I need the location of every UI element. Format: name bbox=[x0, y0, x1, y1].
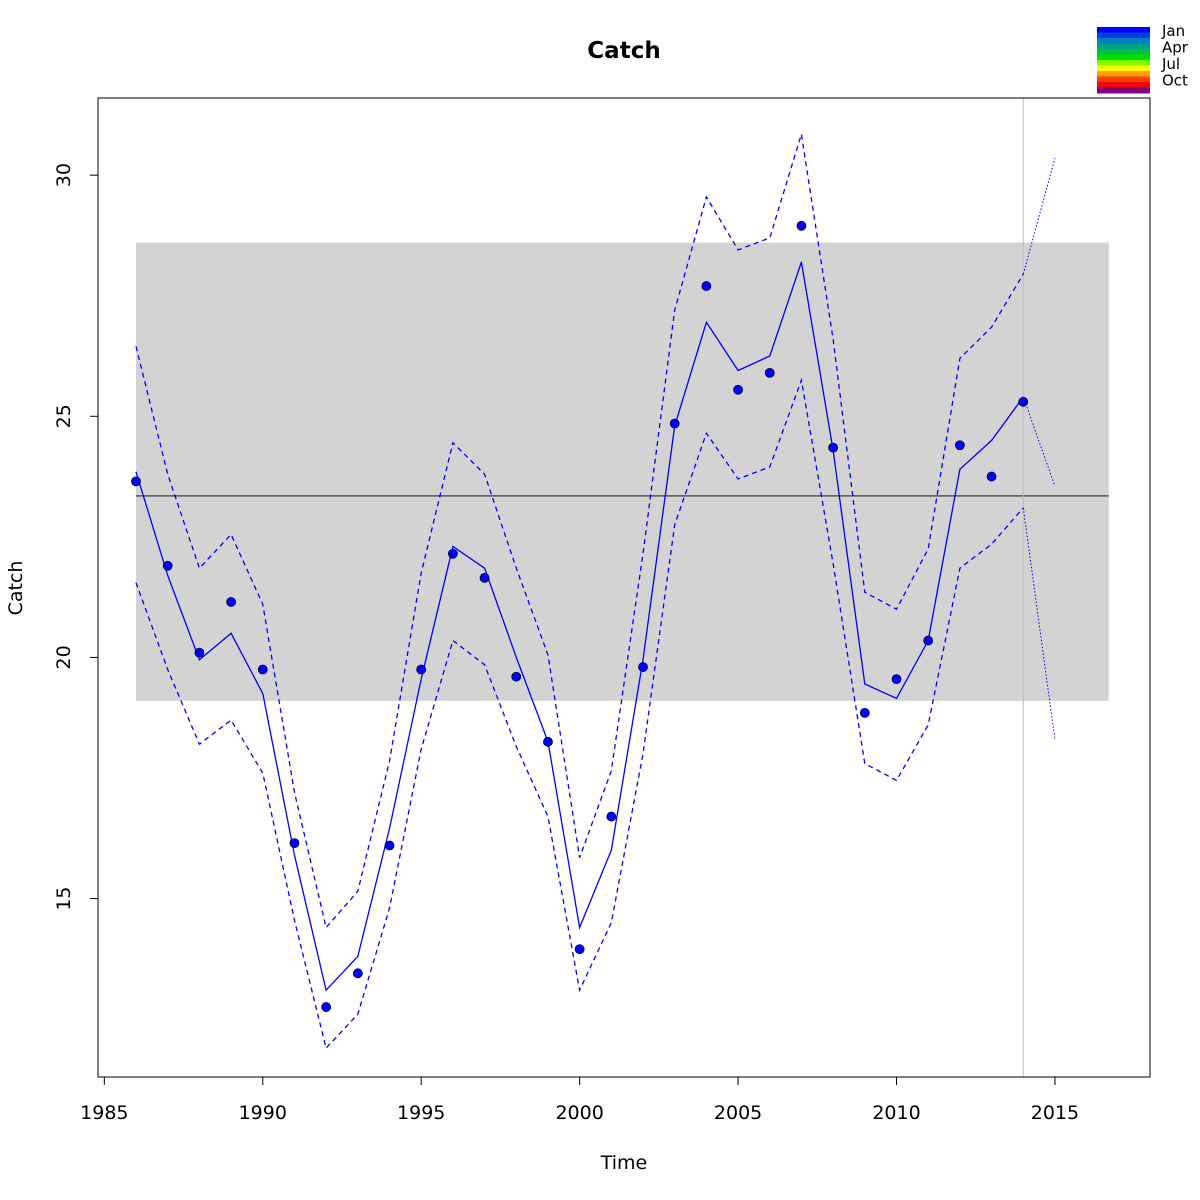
observed-point bbox=[447, 548, 458, 559]
legend-color-swatch bbox=[1097, 54, 1150, 61]
observed-point bbox=[733, 384, 743, 395]
observed-point bbox=[828, 442, 839, 453]
observed-point bbox=[891, 674, 902, 685]
y-tick-label: 15 bbox=[53, 886, 75, 910]
legend-color-swatch bbox=[1097, 87, 1150, 94]
observed-point bbox=[352, 968, 363, 979]
y-axis-title: Catch bbox=[5, 561, 27, 616]
x-axis-title: Time bbox=[600, 1152, 648, 1174]
legend-color-swatch bbox=[1097, 82, 1150, 88]
observed-point bbox=[289, 838, 300, 849]
y-axis: 15 20 25 30 bbox=[53, 163, 99, 911]
observed-point bbox=[923, 635, 934, 646]
x-tick-label: 1995 bbox=[397, 1102, 445, 1124]
x-tick-label: 2005 bbox=[714, 1102, 762, 1124]
legend-color-swatch bbox=[1097, 76, 1150, 83]
observed-point bbox=[701, 281, 712, 291]
legend-color-swatch bbox=[1097, 65, 1150, 72]
observed-point bbox=[954, 440, 965, 451]
legend-label: Apr bbox=[1162, 39, 1189, 57]
legend-color-swatch bbox=[1097, 27, 1150, 33]
observed-point bbox=[574, 944, 585, 955]
reference-band bbox=[136, 242, 1109, 701]
observed-point bbox=[796, 220, 807, 231]
y-tick-label: 25 bbox=[53, 404, 75, 428]
legend-color-swatch bbox=[1097, 60, 1150, 66]
observed-point bbox=[131, 476, 141, 487]
upper_interval-line bbox=[135, 134, 1024, 929]
y-tick-label: 30 bbox=[53, 163, 75, 187]
fitted-line bbox=[135, 261, 1024, 992]
x-axis: 1985 1990 1995 2000 2005 2010 2015 bbox=[80, 1076, 1079, 1124]
observed-point bbox=[859, 707, 870, 718]
x-tick-label: 2000 bbox=[555, 1102, 603, 1124]
observed-point bbox=[257, 664, 268, 675]
forecast-lower-line bbox=[1022, 507, 1056, 740]
observed-point bbox=[479, 572, 490, 583]
observed-point bbox=[511, 671, 522, 682]
legend-label: Oct bbox=[1162, 72, 1188, 90]
chart-title: Catch bbox=[587, 38, 660, 64]
legend-color-swatch bbox=[1097, 71, 1150, 77]
forecast-upper-line bbox=[1022, 158, 1056, 275]
observed-point bbox=[321, 1002, 332, 1012]
x-tick-label: 1990 bbox=[239, 1102, 287, 1124]
observed-point bbox=[1018, 396, 1029, 407]
observed-point bbox=[162, 560, 173, 571]
legend-color-swatch bbox=[1097, 43, 1150, 50]
observed-point bbox=[764, 367, 775, 378]
y-tick-label: 20 bbox=[53, 645, 75, 669]
observed-point bbox=[606, 811, 617, 822]
legend-color-swatch bbox=[1097, 32, 1150, 39]
observed-point bbox=[416, 664, 427, 675]
legend-color-swatch bbox=[1097, 38, 1150, 44]
lower_interval-line bbox=[135, 377, 1024, 1050]
observed-point bbox=[384, 840, 395, 851]
observed-point bbox=[669, 418, 680, 429]
x-tick-label: 2010 bbox=[872, 1102, 920, 1124]
observed-point bbox=[194, 647, 205, 658]
observed-point bbox=[543, 736, 553, 747]
plot-area bbox=[131, 98, 1109, 1077]
legend-label: Jul bbox=[1161, 55, 1180, 73]
x-tick-label: 1985 bbox=[80, 1102, 128, 1124]
observed-point bbox=[226, 597, 236, 607]
observed-point bbox=[986, 471, 997, 482]
observed-point bbox=[638, 662, 648, 672]
legend-label: Jan bbox=[1161, 22, 1185, 40]
x-tick-label: 2015 bbox=[1031, 1102, 1079, 1124]
legend-color-swatch bbox=[1097, 49, 1150, 55]
